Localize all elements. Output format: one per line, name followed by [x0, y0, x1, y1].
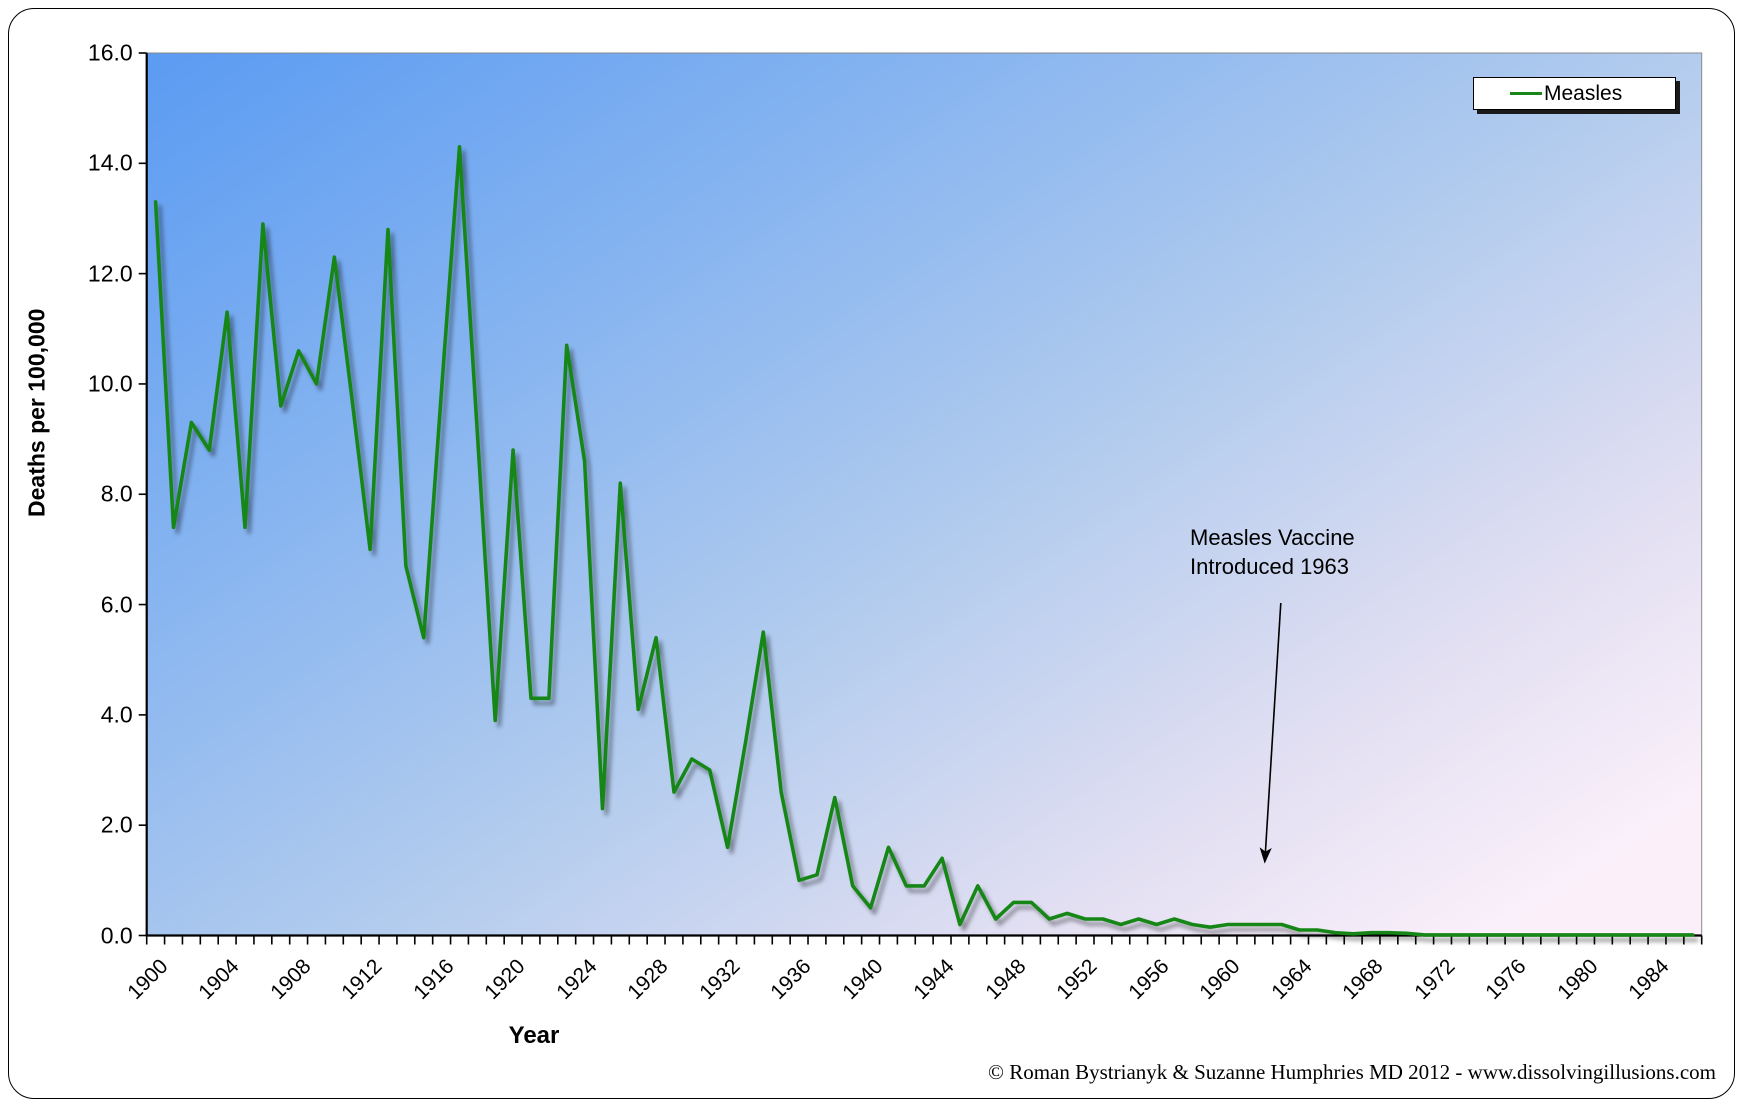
y-tick-label: 10.0	[87, 370, 133, 397]
legend-series-label: Measles	[1544, 81, 1623, 105]
y-tick-label: 6.0	[100, 591, 133, 618]
y-tick-label: 12.0	[87, 260, 133, 287]
measles-series-line	[153, 145, 1695, 937]
legend-box: Measles	[1473, 77, 1676, 110]
y-tick-label: 0.0	[100, 922, 133, 948]
annotation-line-2: Introduced 1963	[1190, 554, 1350, 579]
y-tick-label: 16.0	[87, 39, 133, 66]
y-axis-title: Deaths per 100,000	[24, 309, 51, 517]
vaccine-annotation: Measles Vaccine Introduced 1963	[1190, 523, 1355, 581]
y-tick-label: 2.0	[100, 811, 133, 838]
y-tick-label: 8.0	[100, 480, 133, 507]
annotation-arrow	[1259, 602, 1282, 864]
y-tick-label: 14.0	[87, 149, 133, 176]
plot-area	[146, 52, 1703, 936]
y-tick-label: 4.0	[100, 701, 133, 728]
annotation-line-1: Measles Vaccine	[1190, 525, 1355, 550]
copyright-text: © Roman Bystrianyk & Suzanne Humphries M…	[988, 1060, 1716, 1084]
legend-line-swatch	[1510, 92, 1542, 95]
